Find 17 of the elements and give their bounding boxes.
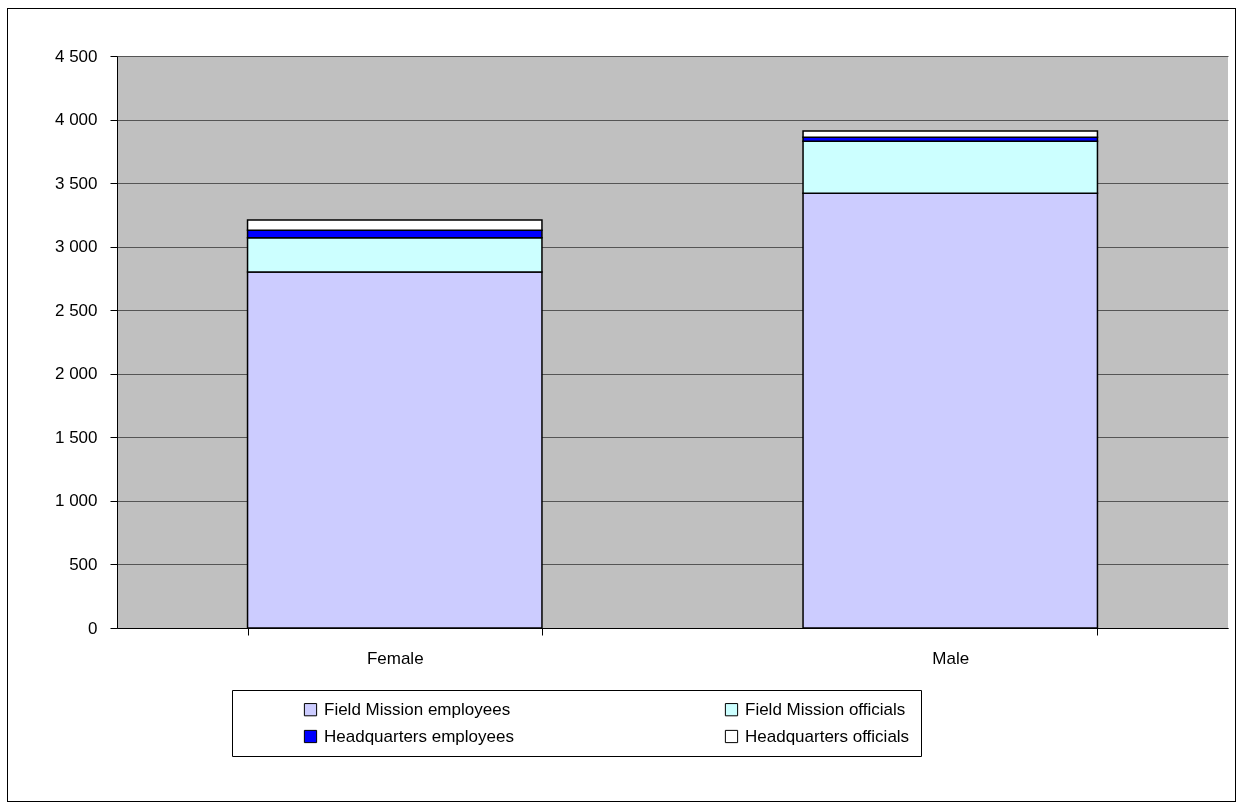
y-tick-label: 4 000 <box>54 110 98 130</box>
y-tick-label: 1 000 <box>54 491 98 511</box>
y-tick-label: 0 <box>88 618 98 638</box>
legend-label: Headquarters employees <box>324 726 514 746</box>
legend-label: Headquarters officials <box>745 726 910 746</box>
bar <box>802 130 1099 139</box>
x-tick-label: Female <box>366 648 424 668</box>
y-tick-label: 500 <box>69 554 98 574</box>
y-tick-label: 2 000 <box>54 364 98 384</box>
y-tick-label: 2 500 <box>54 300 98 320</box>
y-tick-label: 1 500 <box>54 427 98 447</box>
y-tick-label: 4 500 <box>54 46 98 66</box>
x-tick-label: Male <box>932 648 970 668</box>
y-tick-label: 3 000 <box>54 237 98 257</box>
legend-label: Field Mission officials <box>745 699 906 719</box>
legend-label: Field Mission employees <box>324 699 511 719</box>
y-tick-label: 3 500 <box>54 173 98 193</box>
